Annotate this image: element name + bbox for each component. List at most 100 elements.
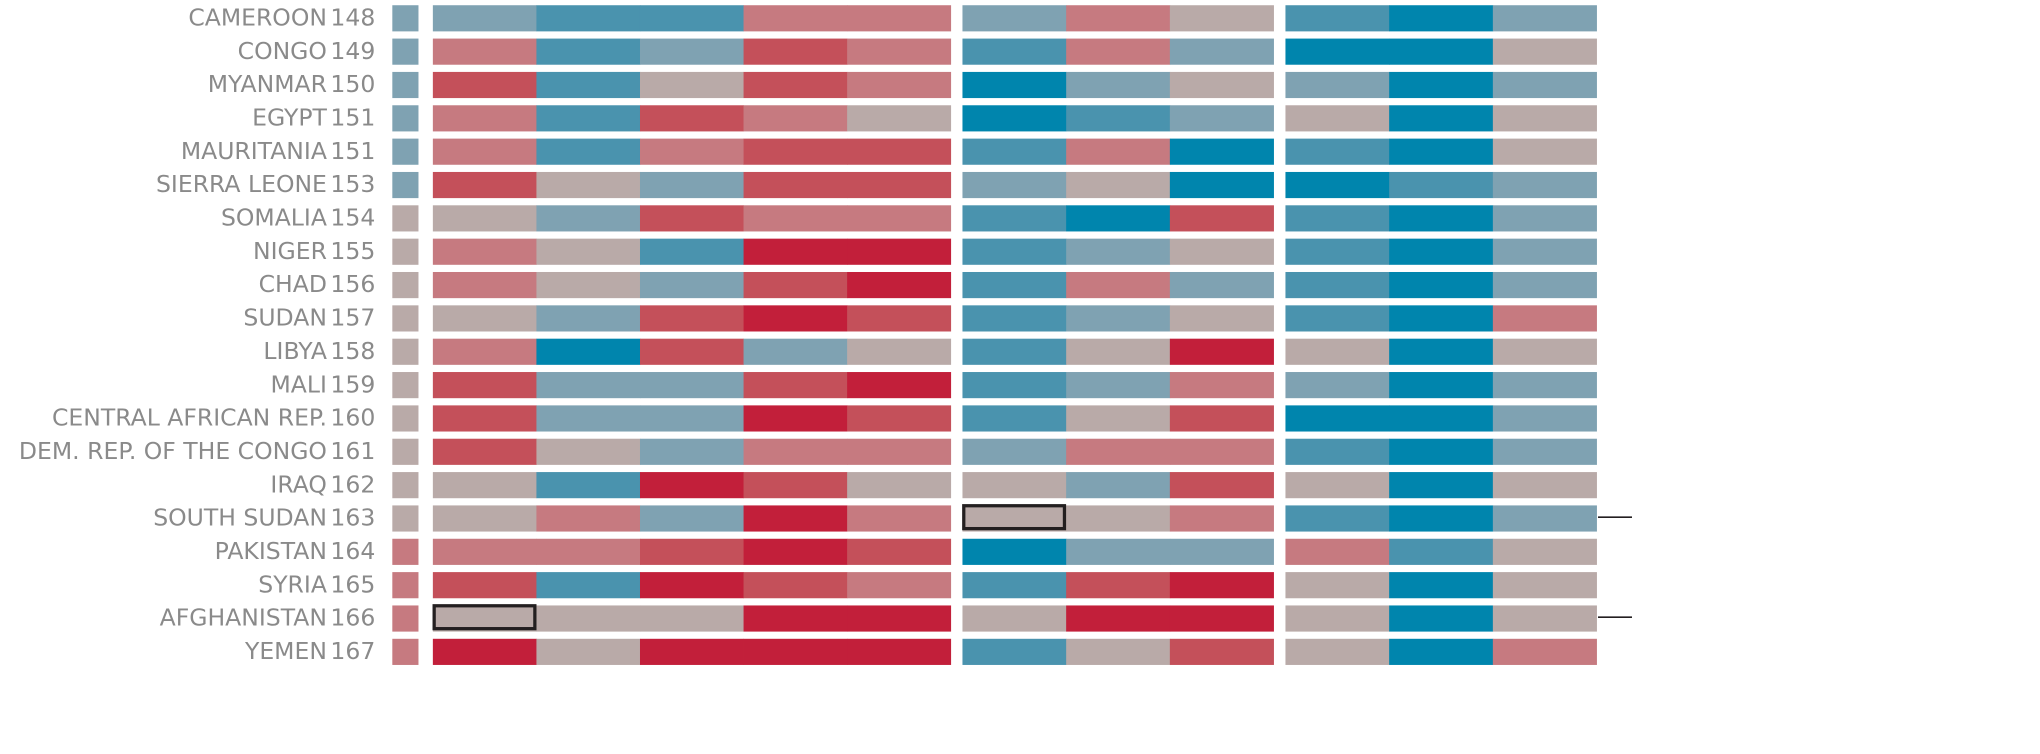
cell (1066, 338, 1171, 365)
cell (536, 372, 641, 399)
cell (962, 205, 1067, 232)
cell (1389, 105, 1494, 132)
cell (1389, 305, 1494, 332)
rank: 149 (330, 37, 375, 65)
cell (639, 205, 744, 232)
cell (1066, 105, 1171, 132)
cell (743, 472, 848, 499)
rank: 162 (330, 470, 375, 498)
cell (847, 305, 952, 332)
country-name: EGYPT (252, 103, 327, 131)
rank: 167 (330, 637, 375, 665)
cell (743, 71, 848, 99)
row-marker (392, 372, 419, 399)
cell (1389, 572, 1494, 599)
cell (1285, 138, 1390, 165)
cell (1285, 338, 1390, 365)
cell (432, 271, 537, 299)
cell (536, 305, 641, 332)
cell (1066, 505, 1171, 532)
cell (1389, 438, 1494, 465)
cell (536, 638, 641, 665)
cell (847, 171, 952, 199)
cell (1492, 538, 1597, 565)
cell (432, 38, 537, 65)
cell (639, 438, 744, 465)
cell (1285, 438, 1390, 465)
cell (1389, 138, 1494, 165)
row-marker (392, 572, 419, 599)
cell (639, 505, 744, 532)
cell (1169, 438, 1274, 465)
cell (847, 372, 952, 399)
rank: 150 (330, 70, 375, 98)
cell (1285, 271, 1390, 299)
cell (1169, 205, 1274, 232)
cell (847, 71, 952, 99)
cell (1492, 138, 1597, 165)
rank: 154 (330, 204, 375, 232)
cell (536, 605, 641, 632)
cell (1066, 372, 1171, 399)
cell (1389, 238, 1494, 265)
row-marker (392, 438, 419, 465)
cell (962, 171, 1067, 199)
cell (432, 105, 537, 132)
cell (1492, 105, 1597, 132)
cell (847, 105, 952, 132)
cell (1389, 205, 1494, 232)
cell (962, 605, 1067, 632)
cell (432, 205, 537, 232)
cell (847, 572, 952, 599)
cell (536, 5, 641, 32)
cell (847, 38, 952, 65)
cell (1285, 538, 1390, 565)
cell (847, 138, 952, 165)
cell (432, 138, 537, 165)
highlight-box (962, 504, 1067, 531)
cell (1389, 372, 1494, 399)
cell (536, 572, 641, 599)
cell (962, 338, 1067, 365)
cell (847, 638, 952, 665)
cell (1492, 505, 1597, 532)
row-marker (392, 305, 419, 332)
cell (962, 138, 1067, 165)
cell (1285, 105, 1390, 132)
cell (1169, 305, 1274, 332)
cell (1169, 538, 1274, 565)
cell (639, 238, 744, 265)
cell (432, 538, 537, 565)
country-name: LIBYA (263, 337, 327, 365)
cell (1492, 438, 1597, 465)
cell (432, 5, 537, 32)
cell (1285, 171, 1390, 199)
cell (536, 105, 641, 132)
cell (1169, 505, 1274, 532)
row-marker (392, 105, 419, 132)
rank: 161 (330, 437, 375, 465)
cell (1492, 205, 1597, 232)
country-name: MAURITANIA (181, 137, 327, 165)
cell (1066, 538, 1171, 565)
cell (536, 538, 641, 565)
country-name: AFGHANISTAN (160, 604, 327, 632)
cell (1066, 405, 1171, 432)
country-name: CAMEROON (188, 3, 327, 31)
cell (847, 5, 952, 32)
cell (962, 572, 1067, 599)
cell (536, 205, 641, 232)
cell (743, 572, 848, 599)
cell (743, 5, 848, 32)
country-name: MALI (271, 370, 327, 398)
cell (432, 171, 537, 199)
cell (743, 238, 848, 265)
country-name: YEMEN (244, 637, 327, 665)
cell (1066, 605, 1171, 632)
cell (962, 538, 1067, 565)
cell (743, 171, 848, 199)
cell (1389, 638, 1494, 665)
cell (1169, 472, 1274, 499)
cell (536, 505, 641, 532)
